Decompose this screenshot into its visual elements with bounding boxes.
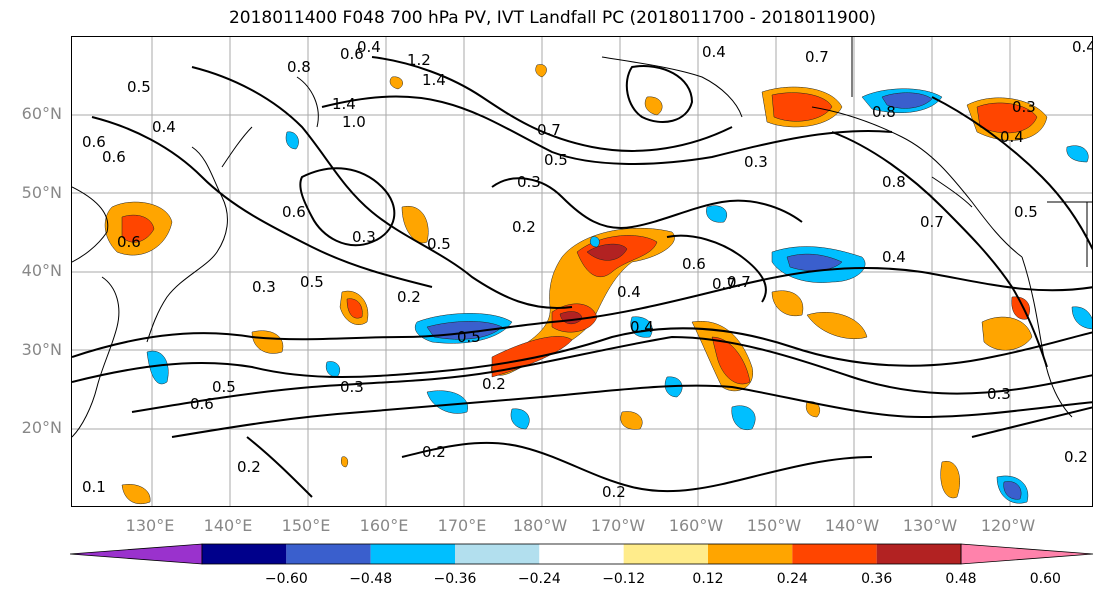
colorbar-tick-label: −0.24 xyxy=(517,571,561,587)
contour-label: 0.2 xyxy=(482,375,506,393)
lon-label: 150°E xyxy=(281,516,331,535)
contour-labels: 0.4 0.8 0.6 1.2 1.4 0.5 0.4 0.6 1.4 1.0 … xyxy=(82,38,1093,501)
colorbar-bin xyxy=(623,544,708,564)
lon-label: 160°W xyxy=(668,516,724,535)
contour-label: 0.3 xyxy=(252,278,276,296)
colorbar-bin xyxy=(792,544,877,564)
lon-label: 170°E xyxy=(437,516,487,535)
colorbar-bin xyxy=(455,544,540,564)
colorbar-tick-label: 0.60 xyxy=(1029,571,1061,587)
colorbar-tick-label: 0.48 xyxy=(945,571,977,587)
colorbar xyxy=(70,543,1094,565)
contour-label: 0.3 xyxy=(1012,98,1036,116)
contour-label: 0.3 xyxy=(352,228,376,246)
contour-label: 0.3 xyxy=(517,173,541,191)
colorbar-tick-label: −0.36 xyxy=(433,571,477,587)
contour-label: 0.2 xyxy=(602,483,626,501)
contour-label: 0.6 xyxy=(340,45,364,63)
contour-label: 1.2 xyxy=(407,51,431,69)
contour-label: 0.2 xyxy=(1064,448,1088,466)
contour-label: 0.4 xyxy=(1000,128,1024,146)
colorbar-tick-label: −0.48 xyxy=(349,571,393,587)
ivt-pc-shading xyxy=(104,64,1092,505)
lon-label: 120°W xyxy=(980,516,1036,535)
contour-label: 0.7 xyxy=(727,273,751,291)
colorbar-bin xyxy=(202,544,287,564)
contour-label: 0.4 xyxy=(882,248,906,266)
contour-label: 0.2 xyxy=(422,443,446,461)
colorbar-tick-label: 0.36 xyxy=(861,571,893,587)
contour-label: 0.2 xyxy=(237,458,261,476)
lon-label: 180°W xyxy=(512,516,568,535)
pv-ivt-map: 0.4 0.8 0.6 1.2 1.4 0.5 0.4 0.6 1.4 1.0 … xyxy=(72,37,1093,506)
contour-label: 0.6 xyxy=(190,395,214,413)
colorbar-bin xyxy=(286,544,371,564)
colorbar-bin xyxy=(708,544,793,564)
contour-label: 0.7 xyxy=(805,48,829,66)
lon-label: 170°W xyxy=(590,516,646,535)
contour-label: 0.5 xyxy=(212,378,236,396)
contour-label: 0.5 xyxy=(127,78,151,96)
contour-label: 0.3 xyxy=(744,153,768,171)
colorbar-bin xyxy=(876,544,961,564)
contour-label: 0.7 xyxy=(712,275,736,293)
colorbar-bin xyxy=(539,544,624,564)
colorbar-tick-label: 0.12 xyxy=(692,571,724,587)
lat-label: 20°N xyxy=(21,418,62,437)
contour-label: 1.4 xyxy=(422,71,446,89)
colorbar-tick-label: −0.60 xyxy=(264,571,308,587)
colorbar-tick-label: 0.24 xyxy=(776,571,808,587)
coastlines xyxy=(72,37,1092,438)
contour-label: 0.6 xyxy=(682,255,706,273)
contour-label: 0.1 xyxy=(82,478,106,496)
contour-label: 0.8 xyxy=(287,58,311,76)
lat-label: 30°N xyxy=(21,340,62,359)
contour-label: 0.4 xyxy=(1072,38,1093,56)
contour-label: 0.4 xyxy=(152,118,176,136)
lat-label: 50°N xyxy=(21,183,62,202)
colorbar-tick-label: −0.12 xyxy=(602,571,646,587)
colorbar-frame xyxy=(201,543,962,565)
contour-label: 0.5 xyxy=(1014,203,1038,221)
contour-label: 0.4 xyxy=(702,43,726,61)
colorbar-extend-high xyxy=(960,543,1094,565)
lon-label: 140°E xyxy=(203,516,253,535)
contour-label: 0.6 xyxy=(102,148,126,166)
contour-label: 0.6 xyxy=(82,133,106,151)
lon-label: 140°W xyxy=(824,516,880,535)
contour-label: 0.3 xyxy=(340,378,364,396)
lon-label: 130°E xyxy=(125,516,175,535)
colorbar-extend-low xyxy=(70,543,203,565)
contour-label: 0.5 xyxy=(457,328,481,346)
contour-label: 0.8 xyxy=(882,173,906,191)
contour-label: 0.2 xyxy=(512,218,536,236)
lon-label: 130°W xyxy=(902,516,958,535)
pv-contours xyxy=(72,56,1092,498)
lat-label: 60°N xyxy=(21,104,62,123)
map-gridlines xyxy=(72,37,1092,506)
contour-label: 0.5 xyxy=(427,235,451,253)
lat-label: 40°N xyxy=(21,261,62,280)
contour-label: 1.0 xyxy=(342,113,366,131)
contour-label: 0.5 xyxy=(300,273,324,291)
contour-label: 1.4 xyxy=(332,95,356,113)
contour-label: 0.7 xyxy=(920,213,944,231)
contour-label: 0.4 xyxy=(617,283,641,301)
contour-label: 0.2 xyxy=(397,288,421,306)
colorbar-bin xyxy=(370,544,455,564)
map-title: 2018011400 F048 700 hPa PV, IVT Landfall… xyxy=(228,8,876,28)
contour-label: 0.8 xyxy=(872,103,896,121)
lon-label: 160°E xyxy=(359,516,409,535)
contour-label: 0.4 xyxy=(630,318,654,336)
contour-label: 0.6 xyxy=(117,233,141,251)
map-panel: 0.4 0.8 0.6 1.2 1.4 0.5 0.4 0.6 1.4 1.0 … xyxy=(71,36,1093,507)
contour-label: 0.6 xyxy=(282,203,306,221)
contour-label: 0.5 xyxy=(544,151,568,169)
contour-label: 0.7 xyxy=(537,121,561,139)
lon-label: 150°W xyxy=(746,516,802,535)
contour-label: 0.3 xyxy=(987,385,1011,403)
contour-label: 0.4 xyxy=(357,38,381,56)
